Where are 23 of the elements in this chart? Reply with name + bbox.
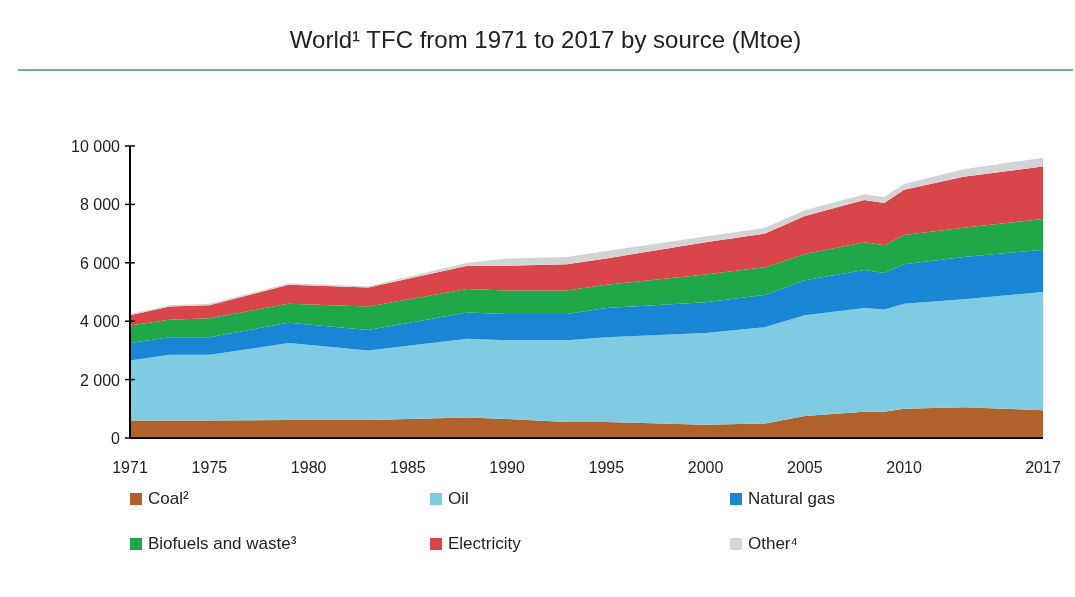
x-tick-label: 1985 [390,459,426,476]
y-tick-label: 10 000 [71,138,121,155]
x-tick-label: 1971 [112,459,148,476]
legend-label: Electricity [448,534,522,553]
x-tick-label: 2010 [886,459,922,476]
y-tick-label: 8 000 [79,196,121,214]
legend-label: Coal² [148,489,189,508]
x-tick-label: 1995 [588,459,625,476]
y-tick-label: 2 000 [79,371,121,389]
x-tick-label: 1990 [489,459,526,476]
legend-label: Natural gas [748,489,835,508]
x-tick-label: 2000 [687,459,724,476]
chart-title: World¹ TFC from 1971 to 2017 by source (Mtoe) [289,26,802,53]
x-tick-label: 2005 [787,459,823,476]
x-tick-label: 1980 [290,459,327,476]
y-tick-label: 4 000 [79,313,121,331]
y-tick-label: 0 [111,430,121,447]
legend-label: Biofuels and waste³ [148,534,297,553]
x-tick-label: 2017 [1025,459,1061,476]
legend-label: Oil [448,489,469,508]
legend-label: Other⁴ [748,534,798,553]
y-tick-label: 6 000 [79,254,121,272]
x-tick-label: 1975 [191,459,228,476]
